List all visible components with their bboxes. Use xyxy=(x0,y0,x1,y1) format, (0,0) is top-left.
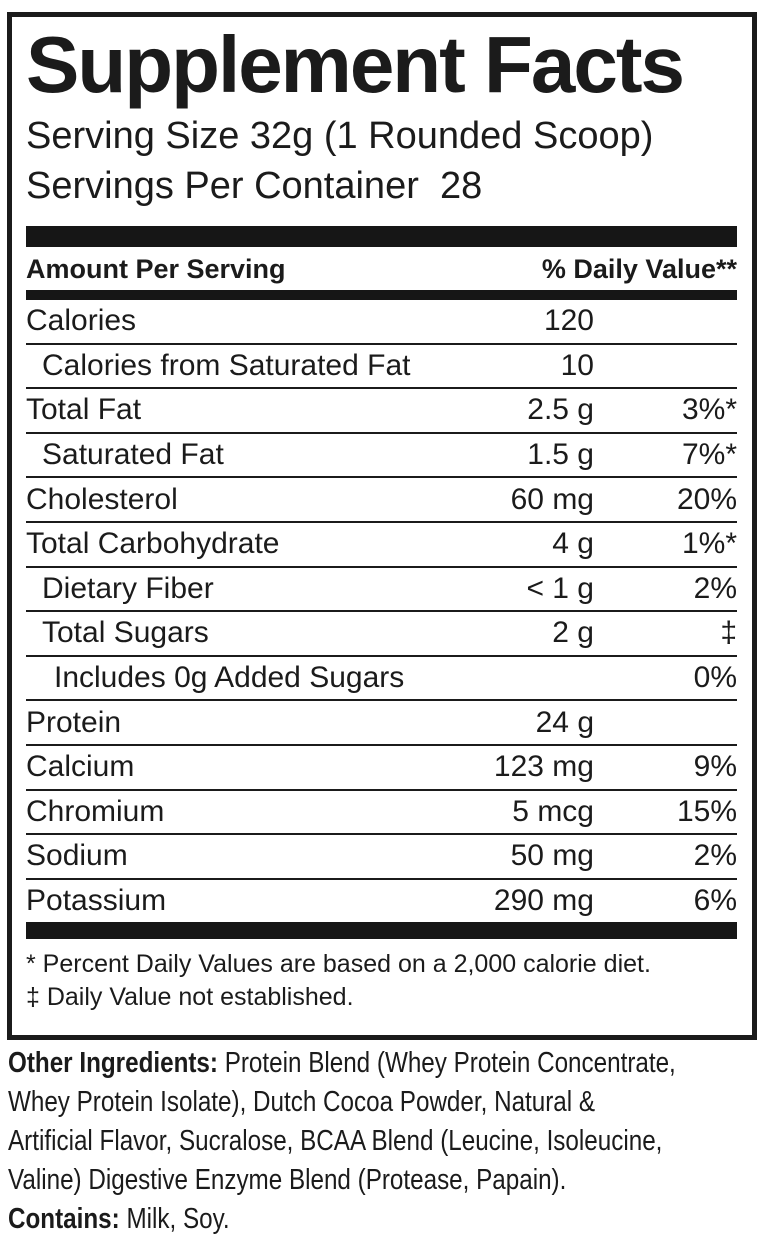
nutrient-row: Cholesterol 60 mg 20% xyxy=(26,478,737,523)
nutrient-row: Total Carbohydrate 4 g 1%* xyxy=(26,523,737,568)
nutrient-name: Total Carbohydrate xyxy=(26,527,280,561)
nutrient-daily-value: ‡ xyxy=(720,616,737,650)
divider-thick-top xyxy=(26,226,737,247)
nutrient-amount: 2.5 g xyxy=(527,393,594,427)
nutrient-row: Total Sugars 2 g ‡ xyxy=(26,612,737,657)
nutrient-row: Chromium 5 mcg 15% xyxy=(26,791,737,836)
nutrient-amount: 50 mg xyxy=(510,839,594,873)
other-ingredients-block: Other Ingredients: Protein Blend (Whey P… xyxy=(8,1044,756,1235)
nutrient-amount: 2 g xyxy=(552,616,594,650)
other-ingredients-line-2: Whey Protein Isolate), Dutch Cocoa Powde… xyxy=(8,1086,596,1118)
nutrient-name: Chromium xyxy=(26,794,165,828)
nutrient-amount: 123 mg xyxy=(493,750,594,784)
header-amount-per-serving: Amount Per Serving xyxy=(26,254,286,284)
contains-line: Contains: Milk, Soy. xyxy=(8,1200,756,1235)
nutrient-amount: 290 mg xyxy=(493,884,594,918)
nutrient-name: Calories xyxy=(26,304,137,338)
nutrient-name: Potassium xyxy=(26,884,167,918)
nutrient-daily-value: 1%* xyxy=(681,527,737,561)
nutrient-row: Dietary Fiber < 1 g 2% xyxy=(26,568,737,613)
footnote-not-established: ‡ Daily Value not established. xyxy=(26,983,354,1012)
nutrient-name: Dietary Fiber xyxy=(42,571,214,605)
nutrient-name: Total Fat xyxy=(26,393,142,427)
nutrient-row: Calcium 123 mg 9% xyxy=(26,746,737,791)
header-daily-value: % Daily Value** xyxy=(541,254,737,284)
nutrient-amount: 5 mcg xyxy=(512,794,594,828)
nutrient-daily-value: 3%* xyxy=(681,393,737,427)
other-ingredients-line-1-text: Protein Blend (Whey Protein Concentrate, xyxy=(217,1047,676,1079)
nutrient-name: Includes 0g Added Sugars xyxy=(54,661,405,695)
divider-medium xyxy=(26,290,737,300)
footnote-daily-values: * Percent Daily Values are based on a 2,… xyxy=(26,950,651,979)
nutrient-name: Calories from Saturated Fat xyxy=(42,348,411,382)
servings-per-container-line: Servings Per Container 28 xyxy=(26,165,483,207)
nutrient-amount: 4 g xyxy=(552,527,594,561)
nutrient-row: Includes 0g Added Sugars 0% xyxy=(26,657,737,702)
table-header-row: Amount Per Serving % Daily Value** xyxy=(26,252,737,287)
contains-text: Milk, Soy. xyxy=(119,1203,230,1235)
nutrient-daily-value: 20% xyxy=(676,482,737,516)
nutrient-name: Protein xyxy=(26,705,122,739)
other-ingredients-line-4: Valine) Digestive Enzyme Blend (Protease… xyxy=(8,1164,567,1196)
panel-title: Supplement Facts xyxy=(26,20,685,109)
nutrient-amount: 24 g xyxy=(535,705,594,739)
nutrient-row: Saturated Fat 1.5 g 7%* xyxy=(26,434,737,479)
footnotes: * Percent Daily Values are based on a 2,… xyxy=(26,948,737,1014)
nutrient-row: Calories 120 xyxy=(26,300,737,345)
nutrient-row: Sodium 50 mg 2% xyxy=(26,835,737,880)
nutrient-daily-value: 0% xyxy=(693,661,737,695)
nutrient-daily-value: 2% xyxy=(693,839,737,873)
nutrient-name: Saturated Fat xyxy=(42,438,224,472)
nutrient-amount: 60 mg xyxy=(510,482,594,516)
other-ingredients-line-1: Other Ingredients: Protein Blend (Whey P… xyxy=(8,1044,756,1083)
nutrient-name: Total Sugars xyxy=(42,616,209,650)
nutrient-amount: < 1 g xyxy=(526,571,594,605)
nutrient-row: Protein 24 g xyxy=(26,701,737,746)
nutrient-row: Potassium 290 mg 6% xyxy=(26,880,737,923)
other-ingredients-line-3: Artificial Flavor, Sucralose, BCAA Blend… xyxy=(8,1125,663,1157)
nutrient-row: Total Fat 2.5 g 3%* xyxy=(26,389,737,434)
nutrient-row: Calories from Saturated Fat 10 xyxy=(26,345,737,390)
nutrient-daily-value: 9% xyxy=(693,750,737,784)
nutrient-daily-value: 6% xyxy=(693,884,737,918)
nutrient-name: Calcium xyxy=(26,750,135,784)
contains-label: Contains: xyxy=(8,1203,120,1235)
nutrient-name: Sodium xyxy=(26,839,128,873)
nutrient-name: Cholesterol xyxy=(26,482,178,516)
nutrient-daily-value: 7%* xyxy=(681,438,737,472)
serving-size-line: Serving Size 32g (1 Rounded Scoop) xyxy=(26,115,654,157)
nutrient-rows: Calories 120 Calories from Saturated Fat 10… xyxy=(26,300,737,922)
divider-thick-bottom xyxy=(26,922,737,940)
other-ingredients-label: Other Ingredients: xyxy=(8,1047,218,1079)
supplement-facts-panel: Supplement Facts Serving Size 32g (1 Rou… xyxy=(7,12,757,1040)
nutrient-daily-value: 2% xyxy=(693,571,737,605)
nutrient-daily-value: 15% xyxy=(676,794,737,828)
nutrient-amount: 10 xyxy=(560,348,594,382)
nutrient-amount: 1.5 g xyxy=(527,438,594,472)
nutrient-amount: 120 xyxy=(543,304,594,338)
